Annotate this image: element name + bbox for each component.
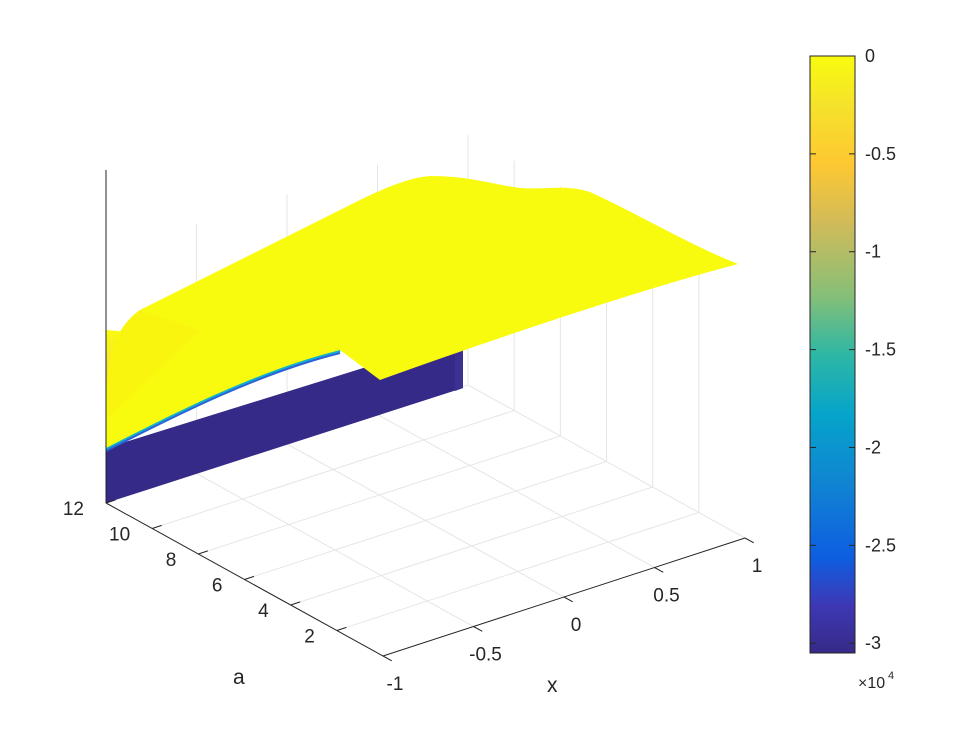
a-tick-label-5: 12 — [63, 499, 84, 520]
colorbar-tick-label-6: -3 — [865, 633, 881, 653]
x-tick-3 — [654, 567, 664, 573]
colorbar-multiplier: ×10 — [858, 675, 885, 692]
x-axis-ticks: -1 -0.5 0 0.5 1 — [382, 537, 763, 695]
a-tick-label-0: 2 — [304, 627, 315, 648]
floor-grid-a-0 — [336, 512, 699, 631]
surface-side-dark — [106, 337, 463, 503]
colorbar-tick-label-4: -2 — [865, 437, 881, 457]
floor-grid-a-4 — [152, 410, 515, 529]
a-axis-ticks: 2 4 6 8 10 12 — [63, 499, 347, 648]
x-tick-label-4: 1 — [752, 556, 763, 577]
a-tick-3 — [198, 550, 208, 555]
colorbar-tick-label-0: 0 — [865, 46, 875, 66]
colorbar-tick-label-5: -2.5 — [865, 535, 896, 555]
colorbar-ticks: 0 -0.5 -1 -1.5 -2 -2.5 -3 — [810, 46, 896, 653]
x-axis-title: x — [547, 674, 558, 697]
floor-grid-a-1 — [290, 486, 653, 606]
colorbar-tick-label-1: -0.5 — [865, 144, 896, 164]
a-tick-5 — [105, 499, 116, 504]
a-tick-1 — [290, 601, 301, 606]
surface-side-blue-edge — [105, 352, 341, 452]
x-tick-1 — [473, 626, 483, 632]
a-tick-label-1: 4 — [258, 601, 269, 622]
x-tick-4 — [744, 537, 754, 544]
surface-top — [106, 176, 738, 448]
surface-top-left-shade — [106, 310, 200, 448]
x-tick-label-1: -0.5 — [469, 645, 502, 666]
colorbar: 0 -0.5 -1 -1.5 -2 -2.5 -3 ×10 4 — [809, 46, 896, 692]
a-tick-0 — [336, 626, 347, 631]
x-tick-0 — [382, 655, 392, 662]
colorbar-tick-label-2: -1 — [865, 242, 881, 262]
colorbar-multiplier-exponent: 4 — [888, 670, 894, 682]
colorbar-gradient — [809, 55, 856, 654]
a-tick-label-4: 10 — [109, 525, 130, 546]
a-tick-2 — [244, 575, 255, 580]
a-axis-title: a — [233, 666, 245, 689]
x-tick-label-2: 0 — [571, 615, 582, 636]
x-tick-2 — [563, 596, 573, 603]
floor-grid-a-3 — [198, 435, 561, 555]
colorbar-tick-label-3: -1.5 — [865, 340, 896, 360]
x-tick-label-3: 0.5 — [653, 586, 679, 607]
a-tick-label-3: 8 — [166, 550, 177, 571]
a-tick-label-2: 6 — [212, 576, 223, 597]
floor-grid-a-2 — [244, 461, 607, 580]
x-tick-label-0: -1 — [387, 674, 404, 695]
a-tick-4 — [152, 524, 162, 529]
surface — [105, 176, 738, 503]
